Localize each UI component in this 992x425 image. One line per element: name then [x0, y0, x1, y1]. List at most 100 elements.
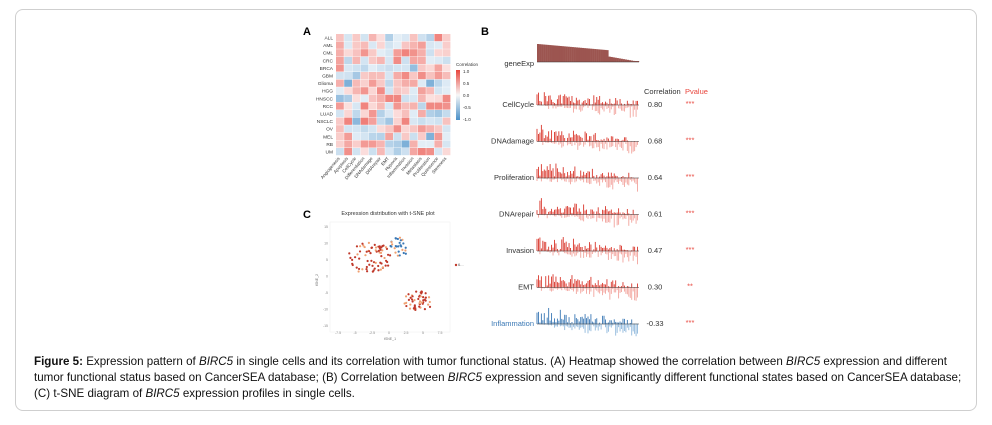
- heatmap-cell: [434, 140, 443, 148]
- heatmap-cell: [344, 148, 352, 156]
- heatmap-cell: [393, 79, 402, 87]
- heatmap-cell: [442, 64, 451, 72]
- pvalue-header: Pvalue: [685, 87, 708, 96]
- heatmap-cell: [385, 110, 393, 118]
- heatmap-cell: [426, 140, 434, 148]
- heatmap-row-label: UM: [326, 150, 333, 156]
- heatmap-cell: [336, 132, 344, 140]
- heatmap-cell: [344, 125, 352, 133]
- heatmap-cell: [385, 94, 393, 102]
- heatmap-cell: [377, 79, 385, 87]
- heatmap-cell: [377, 117, 385, 125]
- heatmap-cell: [418, 102, 426, 110]
- heatmap-cell: [336, 94, 344, 102]
- track-pvalue: ***: [686, 172, 695, 181]
- track-label: CellCycle: [502, 100, 534, 109]
- heatmap-cell: [385, 132, 393, 140]
- heatmap-cell: [336, 148, 344, 156]
- geneexp-bar: [573, 47, 576, 62]
- tsne-point: [402, 242, 405, 245]
- heatmap-cell: [418, 110, 426, 118]
- tsne-point: [351, 262, 354, 265]
- track-label: Invasion: [506, 246, 534, 255]
- caption-text-1: Expression pattern of: [82, 355, 199, 368]
- heatmap-cell: [360, 102, 369, 110]
- heatmap-cell: [344, 117, 352, 125]
- heatmap-cell: [336, 87, 344, 95]
- panel-c-tsne: Expression distribution with t-SNE plot …: [315, 211, 464, 341]
- tsne-point: [374, 246, 378, 249]
- heatmap-cell: [344, 94, 352, 102]
- heatmap-cell: [401, 117, 410, 125]
- heatmap-cell: [401, 148, 410, 156]
- heatmap-cell: [385, 125, 393, 133]
- heatmap-cell: [360, 64, 369, 72]
- tsne-point: [381, 249, 384, 252]
- heatmap-cell: [336, 34, 344, 42]
- heatmap-cell: [409, 64, 418, 72]
- tsne-point: [349, 256, 352, 259]
- heatmap-cell: [418, 87, 426, 95]
- tsne-point: [358, 257, 361, 260]
- geneexp-bar: [592, 48, 595, 62]
- heatmap-cell: [368, 125, 377, 133]
- heatmap-cell: [401, 79, 410, 87]
- heatmap-cell: [409, 110, 418, 118]
- heatmap-cell: [442, 117, 451, 125]
- tsne-point: [364, 254, 367, 257]
- heatmap-cell: [434, 79, 443, 87]
- panel-b-tracks: Correlation Pvalue geneExp CellCycle 0.80…: [491, 44, 708, 337]
- heatmap-cell: [442, 132, 451, 140]
- geneexp-bar: [581, 47, 585, 62]
- heatmap-cell: [434, 64, 443, 72]
- tsne-point: [419, 295, 422, 298]
- tsne-point: [422, 296, 425, 299]
- heatmap-cell: [360, 110, 369, 118]
- heatmap-cell: [393, 132, 402, 140]
- track-pvalue: ***: [686, 136, 695, 145]
- tsne-point: [353, 256, 357, 259]
- heatmap-cell: [434, 117, 443, 125]
- heatmap-cell: [442, 56, 451, 64]
- heatmap-cell: [409, 87, 418, 95]
- panel-label-a: A: [303, 26, 311, 38]
- track-pvalue: **: [687, 282, 693, 291]
- geneexp-bar: [608, 56, 611, 62]
- heatmap-cell: [368, 41, 377, 49]
- geneexp-bar: [630, 60, 634, 62]
- heatmap-row-label: CRC: [323, 58, 334, 64]
- heatmap-cell: [426, 102, 434, 110]
- heatmap-cell: [344, 72, 352, 80]
- geneexp-bar: [565, 46, 568, 62]
- tsne-point: [361, 242, 364, 245]
- tsne-point: [391, 243, 394, 246]
- heatmap-cell: [401, 125, 410, 133]
- heatmap-cell: [442, 79, 451, 87]
- tsne-point: [379, 268, 382, 271]
- caption-text-5: expression profiles in single cells.: [179, 387, 355, 400]
- track-correlation: 0.68: [648, 137, 663, 146]
- geneexp-bar: [545, 44, 548, 62]
- tsne-point: [390, 245, 393, 248]
- tsne-point: [419, 291, 422, 294]
- heatmap-cell: [393, 102, 402, 110]
- geneexp-bar: [588, 48, 591, 62]
- heatmap-cell: [336, 102, 344, 110]
- heatmap-cell: [401, 140, 410, 148]
- tsne-point: [366, 259, 369, 263]
- heatmap-cell: [368, 49, 377, 57]
- heatmap-cell: [385, 41, 393, 49]
- tsne-y-tick: 10: [324, 242, 328, 246]
- caption-prefix: Figure 5:: [34, 355, 83, 368]
- heatmap-row-label: RB: [326, 142, 333, 148]
- heatmap-cell: [418, 64, 426, 72]
- tsne-point: [428, 305, 432, 308]
- tsne-point: [415, 290, 418, 293]
- tsne-point: [418, 302, 421, 305]
- heatmap-cell: [409, 148, 418, 156]
- geneexp-bar: [624, 59, 627, 62]
- heatmap-cell: [360, 94, 369, 102]
- heatmap-cell: [360, 125, 369, 133]
- tsne-point: [394, 237, 397, 240]
